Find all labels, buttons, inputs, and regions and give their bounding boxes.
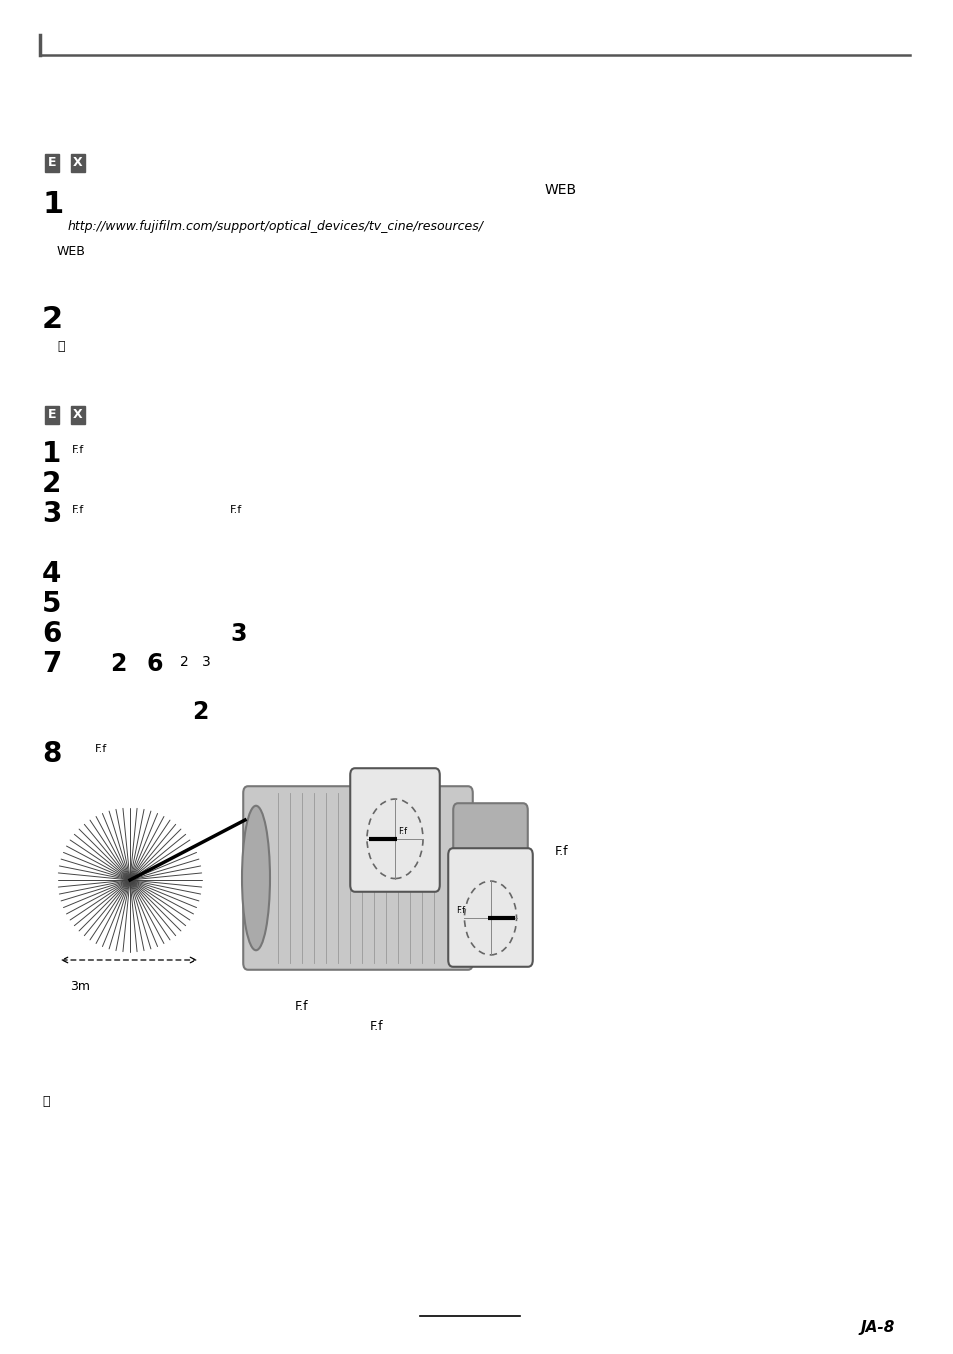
Text: 3m: 3m bbox=[70, 980, 90, 992]
Text: E: E bbox=[48, 157, 56, 169]
FancyBboxPatch shape bbox=[453, 803, 527, 953]
Text: F.f: F.f bbox=[95, 743, 107, 754]
Text: 2: 2 bbox=[192, 700, 208, 724]
Text: 1: 1 bbox=[42, 190, 63, 219]
Text: X: X bbox=[461, 860, 470, 871]
Text: 6: 6 bbox=[147, 653, 163, 676]
FancyBboxPatch shape bbox=[243, 787, 473, 969]
FancyBboxPatch shape bbox=[350, 768, 439, 892]
Text: 3: 3 bbox=[42, 500, 61, 528]
Text: 8: 8 bbox=[42, 741, 61, 768]
Text: 2: 2 bbox=[42, 305, 63, 334]
Text: F.f: F.f bbox=[71, 505, 84, 515]
Text: 4: 4 bbox=[42, 561, 61, 588]
Text: F.f: F.f bbox=[555, 845, 568, 858]
Text: JA-8: JA-8 bbox=[860, 1320, 894, 1335]
Text: E: E bbox=[365, 780, 373, 789]
Text: F.f: F.f bbox=[71, 445, 84, 455]
Text: ⓘ: ⓘ bbox=[57, 340, 65, 353]
Text: X: X bbox=[73, 157, 83, 169]
Text: ⓘ: ⓘ bbox=[42, 1095, 50, 1108]
Text: 5: 5 bbox=[42, 590, 61, 617]
Text: http://www.fujifilm.com/support/optical_devices/tv_cine/resources/: http://www.fujifilm.com/support/optical_… bbox=[68, 219, 483, 233]
Text: 3: 3 bbox=[230, 621, 246, 646]
Text: F.f: F.f bbox=[397, 827, 407, 835]
Text: F.f: F.f bbox=[230, 505, 242, 515]
Text: F.f: F.f bbox=[456, 906, 465, 915]
Text: X: X bbox=[73, 409, 83, 421]
Text: 6: 6 bbox=[42, 620, 61, 649]
Text: WEB: WEB bbox=[544, 183, 577, 198]
Text: F.f: F.f bbox=[294, 1001, 309, 1013]
Text: 2: 2 bbox=[110, 653, 126, 676]
Text: F.f: F.f bbox=[370, 1020, 383, 1033]
Text: WEB: WEB bbox=[57, 245, 86, 259]
Text: 2: 2 bbox=[180, 655, 189, 669]
Text: 3: 3 bbox=[202, 655, 211, 669]
Text: E: E bbox=[48, 409, 56, 421]
Text: 7: 7 bbox=[42, 650, 61, 678]
Text: 1: 1 bbox=[42, 440, 61, 468]
FancyBboxPatch shape bbox=[448, 848, 532, 967]
Ellipse shape bbox=[242, 806, 270, 951]
Text: 2: 2 bbox=[42, 470, 61, 498]
